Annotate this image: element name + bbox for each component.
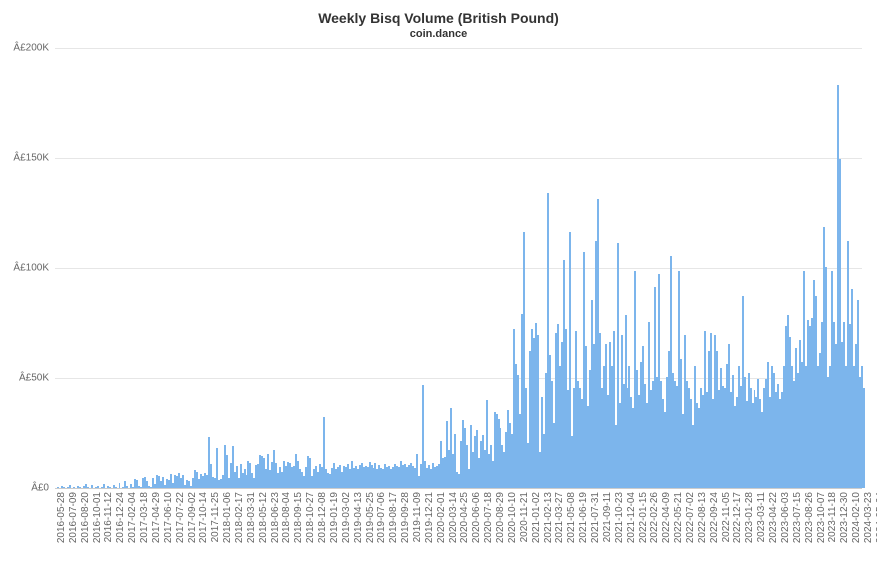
x-tick-label: 2019-12-21 bbox=[424, 492, 435, 543]
x-tick-label: 2021-12-04 bbox=[626, 492, 637, 543]
x-tick-label: 2023-03-11 bbox=[756, 492, 767, 542]
x-tick-label: 2016-08-20 bbox=[80, 492, 91, 543]
x-tick-label: 2023-10-07 bbox=[816, 492, 827, 543]
x-tick-label: 2023-11-18 bbox=[827, 492, 838, 542]
x-tick-label: 2019-11-09 bbox=[412, 492, 423, 542]
x-tick-label: 2022-11-05 bbox=[721, 492, 732, 542]
y-tick-label: Â£0 bbox=[31, 483, 49, 494]
x-tick-label: 2021-01-02 bbox=[531, 492, 542, 543]
x-tick-label: 2016-05-28 bbox=[56, 492, 67, 543]
x-tick-label: 2023-12-30 bbox=[839, 492, 850, 543]
x-tick-label: 2018-12-08 bbox=[317, 492, 328, 543]
x-tick-label: 2017-04-29 bbox=[151, 492, 162, 543]
x-tick-label: 2016-11-12 bbox=[103, 492, 114, 542]
x-tick-label: 2022-12-17 bbox=[732, 492, 743, 543]
x-tick-label: 2020-08-29 bbox=[495, 492, 506, 543]
x-tick-label: 2017-06-10 bbox=[163, 492, 174, 543]
x-tick-label: 2017-02-04 bbox=[127, 492, 138, 543]
x-tick-label: 2018-10-27 bbox=[305, 492, 316, 543]
x-tick-label: 2020-07-18 bbox=[483, 492, 494, 543]
x-tick-label: 2023-06-03 bbox=[780, 492, 791, 543]
bar-series bbox=[55, 48, 862, 488]
y-tick-label: Â£100K bbox=[13, 263, 49, 274]
x-tick-label: 2023-01-28 bbox=[744, 492, 755, 543]
x-tick-label: 2020-10-10 bbox=[507, 492, 518, 543]
x-tick-label: 2021-03-27 bbox=[554, 492, 565, 543]
x-tick-label: 2020-11-21 bbox=[519, 492, 530, 542]
x-tick-label: 2023-07-15 bbox=[792, 492, 803, 543]
x-tick-label: 2018-02-17 bbox=[234, 492, 245, 543]
x-tick-label: 2021-10-23 bbox=[614, 492, 625, 543]
x-tick-label: 2017-10-14 bbox=[198, 492, 209, 543]
y-tick-label: Â£50K bbox=[19, 373, 49, 384]
x-tick-label: 2018-09-15 bbox=[293, 492, 304, 543]
x-tick-label: 2019-04-13 bbox=[353, 492, 364, 543]
x-tick-label: 2021-07-31 bbox=[590, 492, 601, 543]
x-tick-label: 2017-07-22 bbox=[175, 492, 186, 543]
x-tick-label: 2023-04-22 bbox=[768, 492, 779, 543]
x-tick-label: 2022-04-09 bbox=[661, 492, 672, 543]
x-tick-label: 2020-04-25 bbox=[459, 492, 470, 543]
y-tick-label: Â£150K bbox=[13, 153, 49, 164]
x-tick-label: 2018-03-31 bbox=[246, 492, 257, 543]
x-tick-label: 2018-06-23 bbox=[270, 492, 281, 543]
x-tick-label: 2019-05-25 bbox=[365, 492, 376, 543]
x-tick-label: 2020-03-14 bbox=[448, 492, 459, 543]
x-tick-label: 2022-07-02 bbox=[685, 492, 696, 543]
x-tick-label: 2019-09-28 bbox=[400, 492, 411, 543]
x-tick-label: 2022-02-26 bbox=[649, 492, 660, 543]
x-axis: 2016-05-282016-07-092016-08-202016-10-01… bbox=[55, 488, 862, 578]
plot-area: Â£0Â£50KÂ£100KÂ£150KÂ£200K bbox=[55, 48, 862, 488]
x-tick-label: 2021-09-11 bbox=[602, 492, 613, 542]
chart-subtitle: coin.dance bbox=[0, 28, 877, 40]
x-tick-label: 2021-02-13 bbox=[543, 492, 554, 543]
x-tick-label: 2016-07-09 bbox=[68, 492, 79, 543]
x-tick-label: 2024-03-23 bbox=[863, 492, 874, 543]
x-tick-label: 2019-01-19 bbox=[329, 492, 340, 543]
x-tick-label: 2020-02-01 bbox=[436, 492, 447, 543]
x-tick-label: 2022-08-13 bbox=[697, 492, 708, 543]
chart-title: Weekly Bisq Volume (British Pound) bbox=[0, 0, 877, 26]
x-tick-label: 2021-05-08 bbox=[566, 492, 577, 543]
x-tick-label: 2018-05-12 bbox=[258, 492, 269, 543]
x-tick-label: 2016-10-01 bbox=[92, 492, 103, 543]
x-tick-label: 2023-08-26 bbox=[804, 492, 815, 543]
x-tick-label: 2019-03-02 bbox=[341, 492, 352, 543]
x-tick-label: 2022-05-21 bbox=[673, 492, 684, 543]
x-tick-label: 2016-12-24 bbox=[115, 492, 126, 543]
x-tick-label: 2017-11-25 bbox=[210, 492, 221, 542]
x-tick-label: 2022-09-24 bbox=[709, 492, 720, 543]
x-tick-label: 2017-09-02 bbox=[187, 492, 198, 543]
x-tick-label: 2019-07-06 bbox=[376, 492, 387, 543]
x-tick-label: 2022-01-15 bbox=[638, 492, 649, 543]
x-tick-label: 2017-03-18 bbox=[139, 492, 150, 543]
x-tick-label: 2019-08-17 bbox=[388, 492, 399, 543]
x-tick-label: 2021-06-19 bbox=[578, 492, 589, 543]
y-tick-label: Â£200K bbox=[13, 43, 49, 54]
x-tick-label: 2018-01-06 bbox=[222, 492, 233, 543]
x-tick-label: 2024-02-10 bbox=[851, 492, 862, 543]
x-tick-label: 2020-06-06 bbox=[471, 492, 482, 543]
x-tick-label: 2018-08-04 bbox=[281, 492, 292, 543]
bar bbox=[863, 388, 865, 488]
